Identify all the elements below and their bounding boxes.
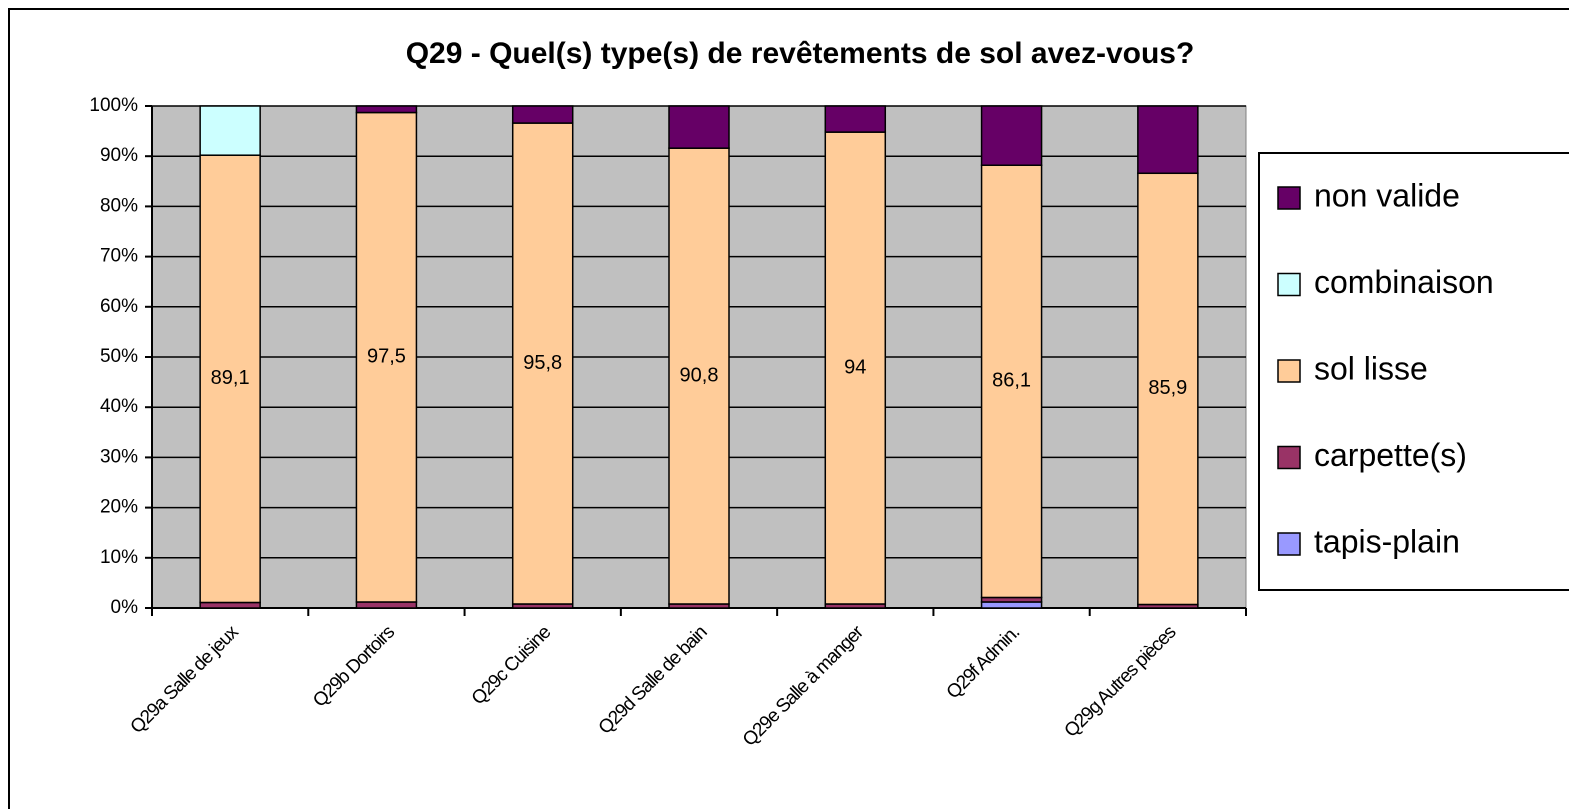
legend-swatch (1277, 359, 1301, 383)
y-tick-label: 0% (111, 597, 139, 618)
y-tick-label: 10% (100, 547, 138, 568)
legend-swatch (1277, 445, 1301, 470)
bar-segment (980, 105, 1043, 166)
chart-title: Q29 - Quel(s) type(s) de revêtements de … (406, 37, 1195, 70)
legend-label: tapis-plain (1314, 523, 1460, 559)
bar-segment (355, 601, 418, 609)
legend-box (1258, 152, 1569, 591)
y-tick-label: 80% (100, 195, 138, 216)
data-label: 85,9 (1148, 377, 1187, 399)
bar-segment (668, 147, 730, 605)
legend-label: sol lisse (1314, 350, 1428, 386)
data-label: 97,5 (367, 346, 406, 368)
bar-segment (199, 154, 261, 604)
data-label: 95,8 (523, 352, 562, 374)
data-label: 94 (844, 356, 866, 378)
legend-label: non valide (1314, 177, 1460, 213)
bar-segment (355, 111, 418, 603)
bar-segment (980, 601, 1043, 609)
bar-segment (1137, 105, 1199, 175)
y-tick-label: 90% (100, 145, 138, 166)
legend-label: carpette(s) (1314, 437, 1467, 473)
bar-segment (824, 105, 887, 133)
legend-label: combinaison (1314, 264, 1494, 300)
y-tick-label: 40% (100, 396, 138, 417)
y-tick-label: 60% (100, 296, 138, 317)
bar-segment (824, 131, 887, 605)
legend-swatch (1277, 532, 1301, 556)
data-label: 89,1 (211, 367, 250, 389)
bar-segment (199, 105, 261, 156)
y-tick-label: 100% (89, 95, 138, 116)
bar-segment (355, 105, 418, 114)
y-tick-label: 20% (100, 497, 138, 518)
data-label: 90,8 (680, 364, 719, 386)
data-label: 86,1 (992, 370, 1031, 392)
legend-swatch (1277, 272, 1301, 297)
y-tick-label: 50% (100, 346, 138, 367)
bar-segment (1137, 172, 1199, 606)
bar-segment (980, 164, 1043, 599)
y-tick-label: 70% (100, 246, 138, 267)
bar-segment (668, 105, 730, 149)
bar-segment (511, 105, 574, 124)
y-tick-label: 30% (100, 446, 138, 467)
legend-swatch (1277, 186, 1301, 210)
bar-segment (199, 601, 261, 609)
